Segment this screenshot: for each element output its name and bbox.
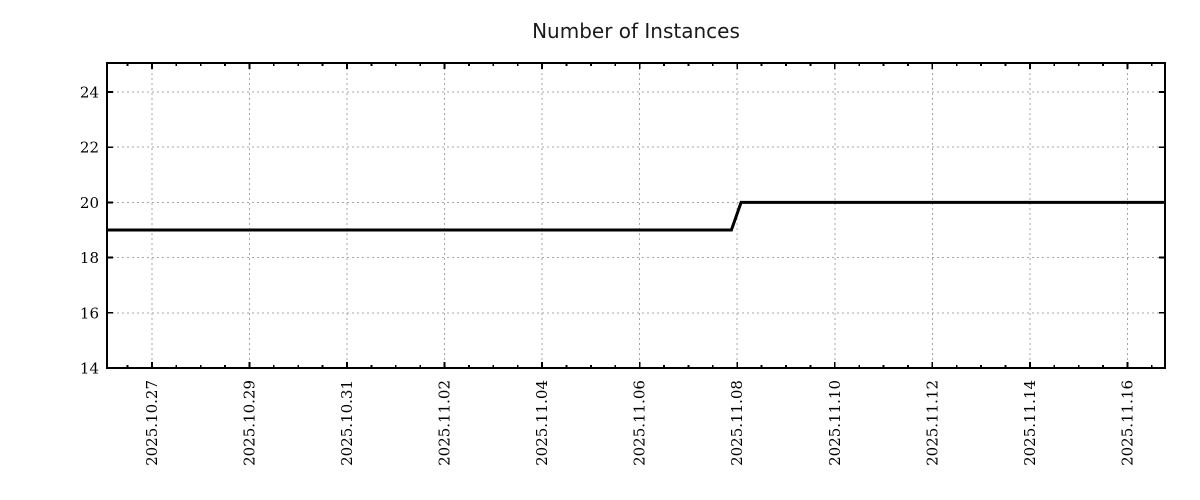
x-tick-label: 2025.10.27 [143,380,161,466]
axis-tick-labels: 2025.10.27 2025.10.29 2025.10.31 2025.11.02… [80,84,1136,466]
x-tick-label: 2025.11.16 [1118,380,1136,466]
axis-ticks [107,63,1165,369]
x-tick-label: 2025.10.31 [338,380,356,466]
y-tick-label: 24 [80,84,99,102]
x-tick-label: 2025.11.08 [728,380,746,466]
y-tick-label: 20 [80,194,99,212]
x-tick-label: 2025.11.06 [631,380,649,466]
x-tick-label: 2025.11.02 [436,380,454,466]
chart-title: Number of Instances [532,19,740,43]
gridlines [107,63,1165,369]
y-tick-label: 16 [80,304,99,322]
x-tick-label: 2025.10.29 [240,380,258,466]
x-tick-label: 2025.11.04 [533,380,551,466]
x-tick-label: 2025.11.12 [923,380,941,466]
x-tick-label: 2025.11.14 [1021,380,1039,466]
x-tick-label: 2025.11.10 [826,380,844,466]
plot-border [106,62,1166,369]
y-tick-label: 18 [80,249,99,267]
y-tick-label: 22 [80,139,99,157]
y-tick-label: 14 [80,360,99,378]
instances-series-line [107,200,1165,232]
